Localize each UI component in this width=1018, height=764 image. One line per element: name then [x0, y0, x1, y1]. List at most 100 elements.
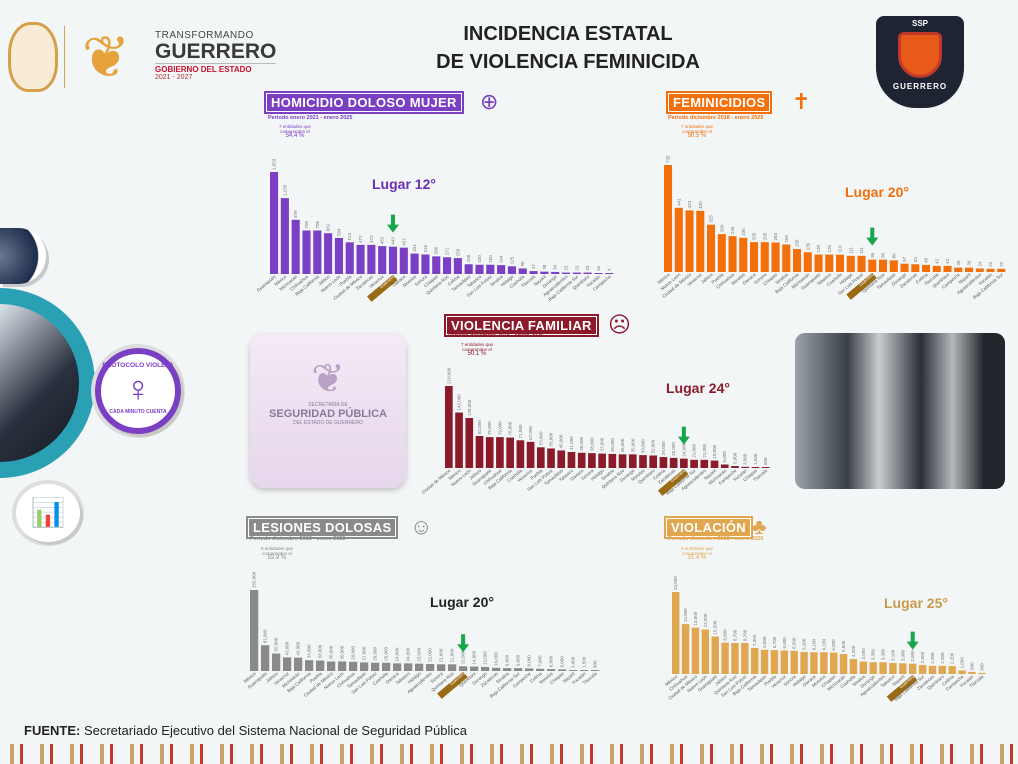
value-label: 30 [956, 260, 961, 266]
value-label: 111 [859, 247, 864, 254]
highlight-label-box [437, 671, 468, 699]
bar [731, 466, 739, 468]
value-label: 5,000 [732, 452, 737, 464]
value-label: 34 [553, 264, 558, 270]
value-label: 43,000 [285, 641, 290, 655]
value-label: 4,200 [851, 645, 856, 657]
bar [975, 268, 984, 272]
bar [911, 264, 920, 272]
bar [639, 455, 647, 468]
value-label: 258 [455, 248, 460, 256]
bar [547, 669, 556, 671]
bar [721, 642, 729, 674]
value-label: 78,000 [508, 421, 513, 435]
value-label: 6,500 [792, 637, 797, 649]
bar [443, 257, 452, 274]
value-label: 85 [870, 252, 875, 258]
value-label: 427 [401, 238, 406, 246]
green-arrow-icon [457, 634, 470, 653]
source-footer: FUENTE: Secretariado Ejecutivo del Siste… [24, 723, 467, 738]
bar [889, 260, 898, 272]
bar [338, 661, 347, 671]
value-label: 705 [315, 220, 320, 228]
value-label: 2,300 [930, 652, 935, 664]
chart-note: 7 entidades que comprenden el 50.1 % [452, 342, 502, 357]
value-label: 13,000 [483, 651, 488, 665]
value-label: 55,000 [274, 637, 279, 651]
note-percent: 50.1 % [467, 351, 487, 357]
gov-line1: TRANSFORMANDO [155, 30, 254, 41]
value-label: 286 [434, 246, 439, 254]
value-label: 37,000 [600, 437, 605, 451]
bar [608, 453, 617, 468]
bar [741, 642, 749, 674]
ssp-badge-logo: SSP GUERRERO [876, 16, 964, 108]
value-label: 42 [934, 258, 939, 264]
bar [399, 247, 408, 274]
bar-chart: 1,653Guanajuato1,230México878Michoacán70… [256, 158, 614, 302]
bar [628, 454, 637, 468]
rank-annotation: Lugar 24° [666, 380, 730, 396]
bar [583, 272, 592, 274]
bar [572, 272, 581, 274]
chart-note: 7 entidades que comprenden el 50.5 % [672, 124, 722, 139]
bar [731, 642, 739, 674]
value-label: 15,000 [461, 650, 466, 664]
highlight-label-box [886, 674, 918, 702]
value-label: 14,000 [683, 608, 688, 622]
guerrero-tree-logo: ❦ [81, 25, 131, 90]
crosses-icon: ✝ [792, 89, 811, 114]
bar [685, 210, 694, 272]
bar [503, 668, 512, 671]
bar [529, 271, 538, 274]
value-label: 6,800 [762, 636, 767, 648]
bar [594, 273, 603, 274]
bar [577, 452, 586, 468]
bar [591, 670, 600, 671]
value-label: 3,300 [881, 648, 886, 660]
value-label: 300 [979, 663, 984, 671]
bar [690, 459, 698, 468]
value-label: 125 [509, 256, 514, 264]
bar [700, 459, 709, 468]
shield-icon [898, 32, 942, 78]
value-label: 513 [347, 232, 352, 240]
value-label: 325 [709, 215, 714, 223]
bar [965, 267, 974, 272]
bar [324, 233, 333, 274]
value-label: 443 [390, 237, 395, 245]
bar [879, 259, 888, 272]
bar [836, 254, 845, 272]
bar [475, 264, 484, 274]
value-label: 4 [607, 268, 612, 271]
value-label: 85 [881, 252, 886, 258]
bar [958, 670, 966, 674]
value-label: 22 [988, 261, 993, 267]
value-label: 6,200 [802, 638, 807, 650]
bar [283, 657, 292, 671]
value-label: 1,653 [272, 158, 277, 170]
group-icon: ♣ [752, 514, 767, 539]
bar [453, 258, 462, 274]
green-arrow-icon [906, 631, 919, 650]
value-label: 22 [999, 261, 1004, 267]
rank-annotation: Lugar 12° [372, 176, 436, 192]
bar [681, 624, 690, 674]
bar [507, 266, 516, 274]
value-label: 150 [488, 255, 493, 263]
value-label: 235 [741, 228, 746, 236]
value-label: 2,300 [940, 652, 945, 664]
injured-person-icon: ☺ [410, 514, 433, 539]
bar [793, 248, 802, 272]
bar [820, 652, 828, 674]
bar [978, 672, 986, 674]
value-label: 189 [784, 234, 789, 242]
value-label: 3,000 [571, 656, 576, 668]
value-label: 32,000 [651, 439, 656, 453]
value-label: 53,000 [538, 431, 543, 445]
bar [313, 230, 322, 274]
bar [540, 271, 549, 274]
value-label: 271 [445, 247, 450, 255]
footer-text: Secretariado Ejecutivo del Sistema Nacio… [80, 723, 467, 738]
